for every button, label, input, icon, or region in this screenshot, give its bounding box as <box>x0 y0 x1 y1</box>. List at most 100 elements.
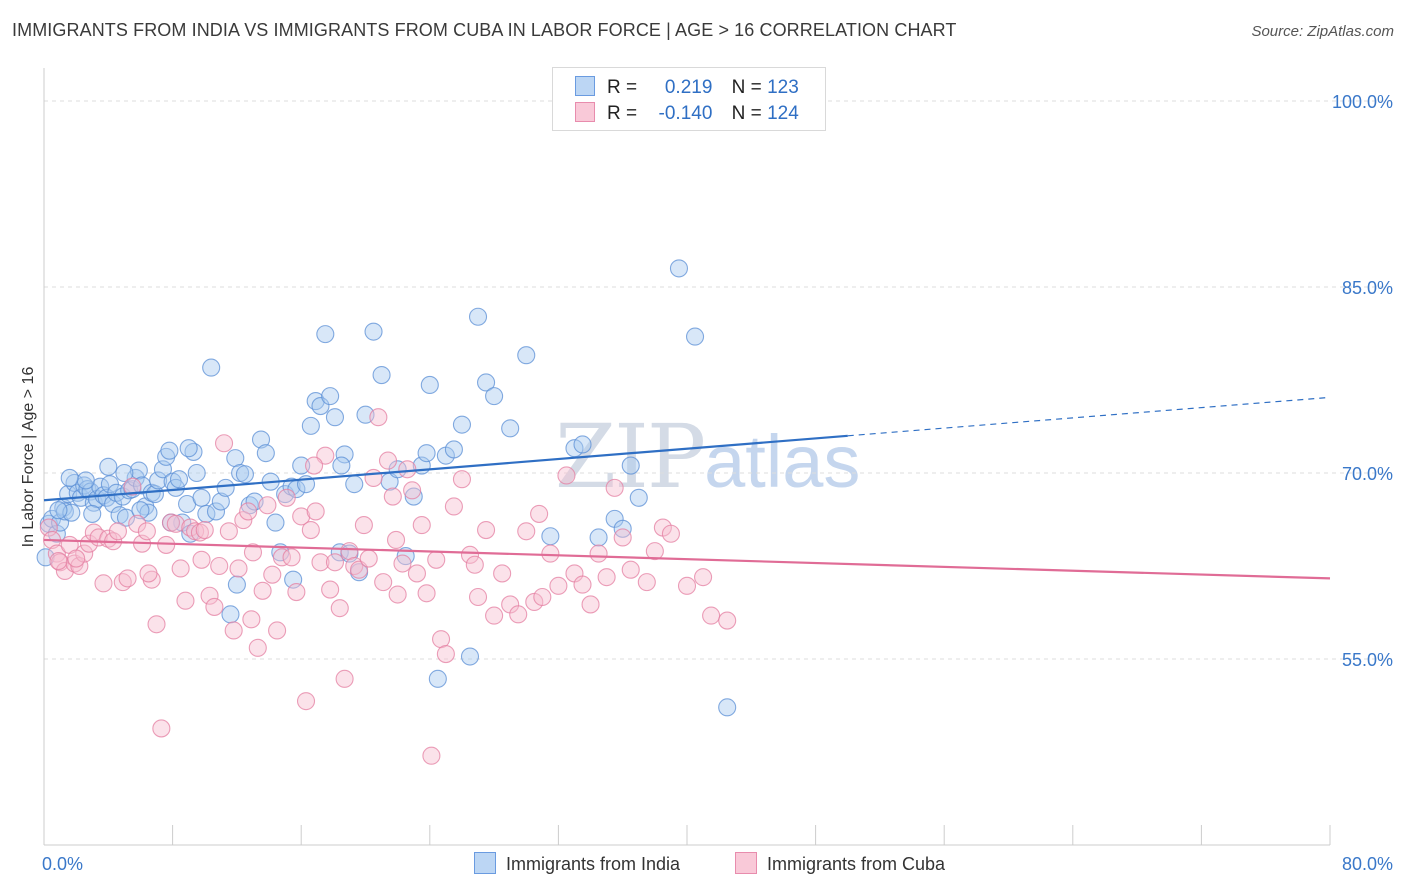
x-tick-label-1: 80.0% <box>1342 854 1393 874</box>
point-cuba-15 <box>108 522 127 541</box>
point-india-49 <box>206 502 226 521</box>
point-cuba-34 <box>200 586 219 605</box>
point-cuba-111 <box>677 576 697 595</box>
point-cuba-100 <box>573 575 592 594</box>
point-cuba-60 <box>325 553 345 572</box>
point-india-80 <box>364 322 383 341</box>
point-cuba-56 <box>306 502 325 521</box>
point-india-93 <box>468 307 488 326</box>
point-india-33 <box>145 485 164 504</box>
point-cuba-59 <box>321 580 340 599</box>
stats-legend: R = 0.219 N = 123 R = -0.140 N = 124 <box>552 67 826 131</box>
point-cuba-123 <box>530 504 549 523</box>
bottom-india-swatch <box>474 852 496 874</box>
point-cuba-90 <box>493 564 512 583</box>
point-cuba-93 <box>517 522 536 541</box>
point-india-61 <box>266 513 285 532</box>
point-india-48 <box>202 358 221 377</box>
point-cuba-79 <box>417 584 436 603</box>
point-india-28 <box>129 461 148 480</box>
point-cuba-49 <box>272 548 291 567</box>
point-india-110 <box>83 504 102 523</box>
point-india-97 <box>517 346 536 365</box>
point-india-71 <box>316 325 335 344</box>
point-cuba-48 <box>268 621 287 640</box>
point-cuba-97 <box>549 576 568 595</box>
trend-line-india-extension <box>847 396 1331 437</box>
point-cuba-78 <box>412 516 431 535</box>
point-india-24 <box>116 508 136 527</box>
point-india-70 <box>311 396 330 416</box>
point-cuba-45 <box>253 581 272 600</box>
point-cuba-33 <box>195 520 214 540</box>
point-india-87 <box>420 375 439 395</box>
chart-source: Source: ZipAtlas.com <box>1251 23 1394 40</box>
point-cuba-115 <box>49 551 68 571</box>
point-india-120 <box>60 468 79 488</box>
point-cuba-24 <box>152 719 171 738</box>
point-india-95 <box>485 387 504 406</box>
point-cuba-35 <box>205 597 224 616</box>
point-india-105 <box>629 488 648 507</box>
point-cuba-73 <box>388 585 407 604</box>
india-r-label: R = <box>607 77 638 98</box>
point-cuba-120 <box>305 456 324 475</box>
point-india-101 <box>589 528 608 547</box>
point-cuba-92 <box>509 605 528 624</box>
point-cuba-102 <box>589 544 608 563</box>
y-axis-title: In Labor Force | Age > 16 <box>20 367 37 548</box>
bottom-cuba-swatch <box>735 852 757 874</box>
data-points <box>36 259 737 765</box>
trend-line-india <box>43 434 848 502</box>
y-tick-label-3: 100.0% <box>1332 92 1393 112</box>
point-cuba-23 <box>147 615 166 634</box>
point-india-46 <box>192 488 211 507</box>
point-india-29 <box>133 476 152 495</box>
point-cuba-36 <box>210 556 229 576</box>
point-cuba-80 <box>422 746 441 765</box>
point-cuba-88 <box>477 520 496 540</box>
point-india-114 <box>99 457 118 476</box>
point-cuba-122 <box>465 555 484 574</box>
point-india-45 <box>187 463 206 483</box>
point-cuba-46 <box>258 496 277 515</box>
point-india-98 <box>541 527 560 546</box>
point-cuba-114 <box>718 611 737 630</box>
point-cuba-67 <box>359 549 378 568</box>
point-india-58 <box>251 430 271 449</box>
point-cuba-108 <box>645 542 664 561</box>
point-cuba-29 <box>176 591 195 610</box>
point-india-113 <box>49 501 68 520</box>
point-cuba-75 <box>398 460 417 479</box>
point-india-43 <box>181 524 200 543</box>
point-cuba-69 <box>369 408 388 427</box>
point-cuba-39 <box>224 621 243 640</box>
india-n-label: N = <box>731 77 762 98</box>
cuba-n-value: 124 <box>767 103 799 124</box>
point-cuba-57 <box>311 553 330 572</box>
point-cuba-18 <box>123 477 142 496</box>
legend-row-india: R = 0.219 N = 123 <box>575 76 799 100</box>
point-cuba-54 <box>296 692 316 711</box>
point-india-51 <box>216 478 235 497</box>
bottom-legend-cuba: Immigrants from Cuba <box>735 852 945 875</box>
point-india-72 <box>321 387 340 406</box>
point-india-112 <box>76 471 95 490</box>
point-india-66 <box>292 456 311 475</box>
point-cuba-61 <box>330 599 349 618</box>
point-india-5 <box>55 502 74 521</box>
point-cuba-121 <box>386 530 406 550</box>
cuba-r-label: R = <box>607 103 638 124</box>
y-tick-label-0: 55.0% <box>1342 650 1393 670</box>
point-cuba-41 <box>234 511 253 530</box>
point-cuba-107 <box>637 573 656 592</box>
point-india-96 <box>501 419 520 438</box>
point-india-94 <box>477 373 496 392</box>
point-cuba-77 <box>407 564 426 583</box>
point-india-40 <box>169 470 189 489</box>
cuba-n-label: N = <box>731 103 762 124</box>
point-cuba-44 <box>248 638 267 657</box>
india-n-value: 123 <box>767 77 799 98</box>
trend-lines <box>43 396 1331 580</box>
